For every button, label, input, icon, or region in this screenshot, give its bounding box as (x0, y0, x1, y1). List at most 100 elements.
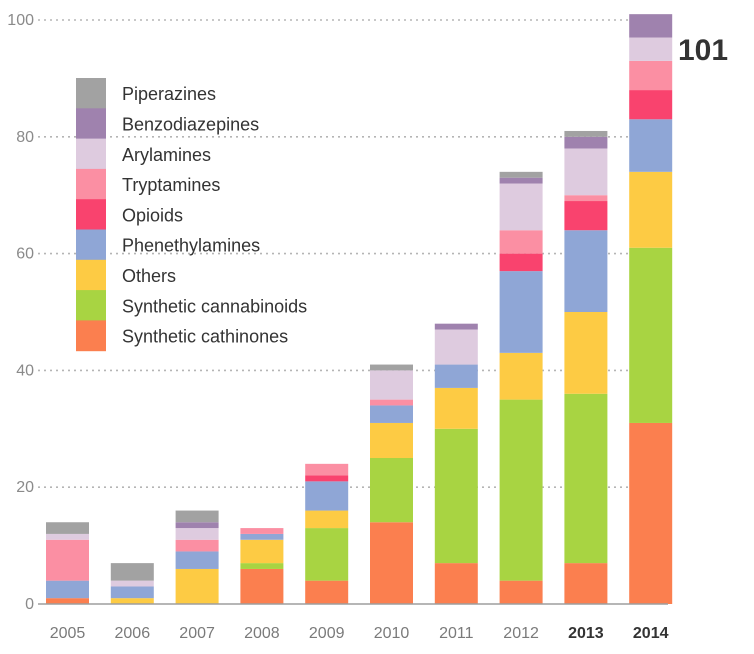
bars (46, 14, 673, 604)
legend-swatch-synthetic-cannabinoids (76, 290, 106, 321)
bar-2010-phenethylamines (370, 405, 413, 423)
bar-2006-arylamines (110, 580, 154, 587)
legend-label-tryptamines: Tryptamines (122, 175, 220, 195)
bar-2008-synthetic-cannabinoids (240, 563, 284, 569)
bar-2011-synthetic-cannabinoids (434, 428, 478, 564)
bar-2010-others (370, 422, 413, 458)
bar-2008-phenethylamines (240, 533, 284, 540)
legend-swatch-synthetic-cathinones (76, 320, 106, 352)
bar-2007-others (175, 568, 219, 604)
legend-swatch-opioids (76, 199, 106, 230)
bar-2013-phenethylamines (564, 230, 608, 312)
bar-group-2006 (110, 563, 154, 604)
x-tick-label-2005: 2005 (50, 625, 86, 642)
bar-2009-synthetic-cannabinoids (305, 528, 349, 581)
bar-2010-arylamines (370, 370, 413, 400)
bar-2006-piperazines (110, 563, 154, 581)
bar-2012-opioids (499, 253, 543, 272)
bar-2010-piperazines (370, 364, 413, 371)
bar-2007-arylamines (175, 528, 219, 540)
bar-2012-synthetic-cannabinoids (499, 399, 543, 581)
x-tick-label-2013: 2013 (568, 625, 604, 642)
bar-2007-tryptamines (175, 539, 219, 552)
legend-label-phenethylamines: Phenethylamines (122, 236, 260, 256)
x-tick-label-2008: 2008 (244, 625, 280, 642)
bar-2012-benzodiazepines (499, 177, 543, 184)
bar-2006-others (110, 598, 154, 604)
legend-label-benzodiazepines: Benzodiazepines (122, 114, 259, 134)
bar-2011-synthetic-cathinones (434, 563, 478, 604)
bar-2007-benzodiazepines (175, 522, 219, 529)
x-tick-label-2011: 2011 (439, 625, 474, 642)
bar-2012-phenethylamines (499, 271, 543, 353)
bar-group-2005 (46, 522, 89, 604)
bar-2010-tryptamines (370, 399, 413, 406)
bar-2008-synthetic-cathinones (240, 568, 284, 604)
bar-2012-others (499, 352, 543, 400)
bar-2012-arylamines (499, 183, 543, 231)
bar-2007-phenethylamines (175, 551, 219, 569)
y-tick-label-60: 60 (16, 246, 34, 263)
bar-group-2011 (434, 323, 478, 604)
x-tick-label-2007: 2007 (179, 625, 215, 642)
bar-2013-tryptamines (564, 195, 608, 202)
bar-2009-tryptamines (305, 463, 349, 476)
legend-swatch-piperazines (76, 78, 106, 109)
y-tick-label-20: 20 (16, 479, 34, 496)
legend-label-opioids: Opioids (122, 205, 183, 225)
bar-group-2007 (175, 510, 219, 604)
bar-group-2010 (370, 364, 413, 604)
bar-2007-piperazines (175, 510, 219, 523)
bar-2005-arylamines (46, 533, 89, 540)
legend-label-synthetic-cathinones: Synthetic cathinones (122, 327, 288, 347)
bar-2010-synthetic-cathinones (370, 522, 413, 604)
bar-2005-synthetic-cathinones (46, 598, 89, 604)
bar-2013-benzodiazepines (564, 136, 608, 149)
legend-swatch-benzodiazepines (76, 108, 106, 140)
bar-group-2012 (499, 171, 543, 604)
y-tick-label-0: 0 (25, 596, 34, 613)
legend-swatch-arylamines (76, 138, 106, 170)
bar-2009-others (305, 510, 349, 529)
x-tick-label-2009: 2009 (309, 625, 345, 642)
bar-2014-synthetic-cannabinoids (629, 247, 673, 423)
y-axis: 0 20 40 60 80 100 (7, 12, 34, 613)
bar-2012-synthetic-cathinones (499, 580, 543, 604)
bar-2014-opioids (629, 90, 673, 120)
bar-group-2008 (240, 528, 284, 604)
bar-2011-benzodiazepines (434, 323, 478, 330)
bar-2009-synthetic-cathinones (305, 580, 349, 604)
bar-2010-synthetic-cannabinoids (370, 458, 413, 523)
bar-2005-phenethylamines (46, 580, 89, 599)
bar-2005-tryptamines (46, 539, 89, 581)
bar-2013-others (564, 312, 608, 394)
bar-2013-synthetic-cathinones (564, 563, 608, 604)
x-tick-label-2010: 2010 (374, 625, 410, 642)
bar-2009-opioids (305, 475, 349, 482)
x-tick-label-2006: 2006 (115, 625, 151, 642)
bar-2011-others (434, 387, 478, 429)
bar-2011-phenethylamines (434, 364, 478, 388)
bar-2012-piperazines (499, 171, 543, 178)
legend-label-others: Others (122, 266, 176, 286)
bar-group-2014 (629, 14, 673, 604)
bar-2008-others (240, 539, 284, 564)
legend: Piperazines Benzodiazepines Arylamines Tryp… (76, 78, 307, 352)
legend-swatch-phenethylamines (76, 229, 106, 261)
bar-2014-arylamines (629, 37, 673, 61)
legend-label-arylamines: Arylamines (122, 145, 211, 165)
y-tick-label-40: 40 (16, 362, 34, 379)
legend-label-synthetic-cannabinoids: Synthetic cannabinoids (122, 296, 307, 316)
bar-2013-opioids (564, 201, 608, 231)
x-axis: 2005 2006 2007 2008 2009 2010 2011 2012 2013 2014 (50, 625, 669, 642)
total-annotation: 101 (678, 34, 728, 67)
bar-2012-tryptamines (499, 230, 543, 254)
bar-2005-piperazines (46, 522, 89, 534)
bar-2014-others (629, 171, 673, 248)
bar-2013-arylamines (564, 148, 608, 196)
y-tick-label-100: 100 (7, 12, 34, 29)
bar-2014-phenethylamines (629, 119, 673, 172)
legend-label-piperazines: Piperazines (122, 84, 216, 104)
x-tick-label-2012: 2012 (503, 625, 539, 642)
